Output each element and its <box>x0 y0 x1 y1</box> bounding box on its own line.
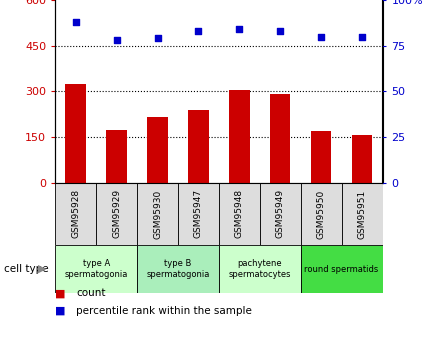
Bar <box>260 183 300 245</box>
Text: GSM95950: GSM95950 <box>317 189 326 238</box>
Point <box>113 38 120 43</box>
Point <box>154 36 161 41</box>
Bar <box>300 183 342 245</box>
Text: ▶: ▶ <box>38 264 47 274</box>
Bar <box>147 117 168 183</box>
Bar <box>96 183 137 245</box>
Text: GSM95928: GSM95928 <box>71 189 80 238</box>
Text: count: count <box>76 288 106 298</box>
Text: GSM95951: GSM95951 <box>357 189 366 238</box>
Text: round spermatids: round spermatids <box>304 265 379 274</box>
Bar <box>270 95 290 183</box>
Point <box>195 28 202 34</box>
Text: type B
spermatogonia: type B spermatogonia <box>146 259 210 279</box>
Point <box>236 27 243 32</box>
Text: percentile rank within the sample: percentile rank within the sample <box>76 306 252 316</box>
Bar <box>137 245 219 293</box>
Text: GSM95930: GSM95930 <box>153 189 162 238</box>
Bar <box>178 183 219 245</box>
Text: ■: ■ <box>55 306 66 316</box>
Bar <box>219 245 300 293</box>
Point <box>318 34 325 39</box>
Text: GSM95948: GSM95948 <box>235 189 244 238</box>
Bar <box>229 90 249 183</box>
Point <box>72 19 79 25</box>
Bar <box>55 245 137 293</box>
Bar <box>219 183 260 245</box>
Point <box>359 34 366 39</box>
Bar <box>342 183 383 245</box>
Text: ■: ■ <box>55 288 66 298</box>
Text: pachytene
spermatocytes: pachytene spermatocytes <box>229 259 291 279</box>
Bar <box>65 84 86 183</box>
Bar <box>352 135 372 183</box>
Text: GSM95949: GSM95949 <box>276 189 285 238</box>
Bar <box>137 183 178 245</box>
Bar <box>300 245 382 293</box>
Bar <box>188 110 209 183</box>
Bar <box>55 183 96 245</box>
Bar <box>311 131 332 183</box>
Bar <box>106 129 127 183</box>
Text: cell type: cell type <box>4 264 49 274</box>
Text: type A
spermatogonia: type A spermatogonia <box>65 259 128 279</box>
Point <box>277 28 283 34</box>
Text: GSM95947: GSM95947 <box>194 189 203 238</box>
Text: GSM95929: GSM95929 <box>112 189 121 238</box>
